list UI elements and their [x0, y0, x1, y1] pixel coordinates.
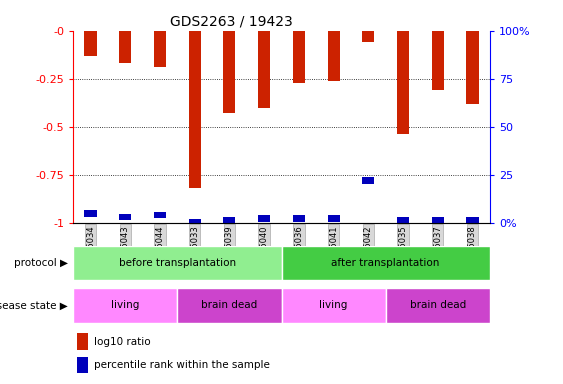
Bar	[282, 246, 490, 280]
Bar	[362, 177, 374, 184]
Text: percentile rank within the sample: percentile rank within the sample	[94, 360, 270, 370]
Bar	[119, 214, 131, 220]
Bar	[258, 215, 270, 222]
Text: brain dead: brain dead	[202, 300, 257, 310]
Text: after transplantation: after transplantation	[332, 258, 440, 268]
Bar	[258, 31, 270, 108]
Text: brain dead: brain dead	[410, 300, 466, 310]
Bar	[177, 288, 282, 323]
Bar	[362, 31, 374, 42]
Bar	[397, 217, 409, 224]
Text: before transplantation: before transplantation	[119, 258, 236, 268]
Bar	[293, 31, 305, 83]
Bar	[224, 217, 235, 224]
Bar	[189, 219, 201, 226]
Bar	[328, 31, 339, 81]
Text: living: living	[111, 300, 140, 310]
Bar	[397, 31, 409, 134]
Bar	[282, 288, 386, 323]
Bar	[293, 215, 305, 222]
Bar	[84, 210, 97, 217]
Bar	[432, 31, 444, 90]
Bar	[466, 31, 479, 104]
Bar	[119, 31, 131, 63]
Bar	[73, 288, 177, 323]
Title: GDS2263 / 19423: GDS2263 / 19423	[170, 14, 293, 28]
Bar	[224, 31, 235, 113]
Text: protocol ▶: protocol ▶	[14, 258, 68, 268]
Bar	[77, 333, 88, 349]
Bar	[328, 215, 339, 222]
Bar	[386, 288, 490, 323]
Bar	[189, 31, 201, 188]
Bar	[77, 356, 88, 372]
Bar	[154, 31, 166, 67]
Bar	[466, 217, 479, 224]
Bar	[154, 212, 166, 218]
Text: disease state ▶: disease state ▶	[0, 300, 68, 310]
Text: log10 ratio: log10 ratio	[94, 337, 151, 347]
Text: living: living	[319, 300, 348, 310]
Bar	[84, 31, 97, 56]
Bar	[432, 217, 444, 224]
Bar	[73, 246, 282, 280]
